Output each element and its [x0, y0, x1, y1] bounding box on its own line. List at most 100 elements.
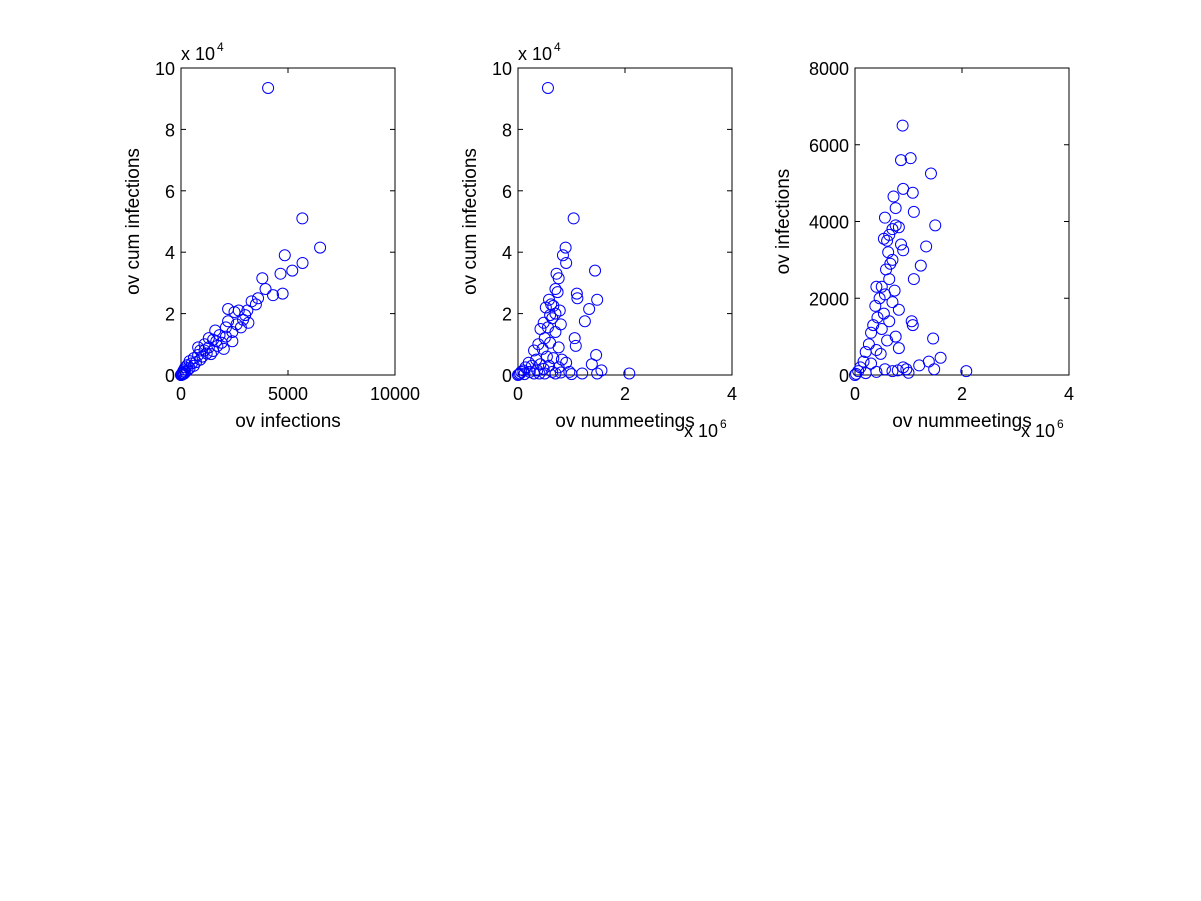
subplot-3-point	[883, 315, 896, 328]
subplot-3-ytick-label: 4000	[809, 213, 849, 233]
subplot-1-point	[274, 267, 287, 280]
subplot-2-ytick-label: 8	[502, 120, 512, 140]
subplot-2-point	[537, 362, 550, 375]
subplot-1-y-multiplier-exponent: 4	[217, 40, 224, 54]
subplot-1-point	[259, 283, 272, 296]
subplot-3-point	[849, 369, 861, 381]
subplot-3-point	[896, 119, 909, 132]
subplot-1-point	[276, 287, 289, 300]
subplot-2-point	[533, 367, 546, 380]
subplot-2-point	[528, 344, 541, 357]
subplot-3-point	[881, 234, 894, 247]
subplot-2-point	[569, 339, 582, 352]
subplot-2-point	[559, 241, 572, 254]
subplot-3-ytick-label: 2000	[809, 289, 849, 309]
subplot-2-point	[514, 367, 527, 380]
subplot-2-point	[541, 81, 554, 94]
subplot-1-point	[286, 264, 299, 277]
subplot-3-point	[907, 205, 920, 218]
subplot-3-point	[924, 167, 937, 180]
subplot-2-point	[512, 369, 524, 381]
subplot-2-point	[578, 315, 591, 328]
subplot-1-y-multiplier-base: x 10	[181, 44, 215, 64]
subplot-2-point	[583, 302, 596, 315]
subplot-2-point	[552, 272, 565, 285]
subplot-3-point	[881, 334, 894, 347]
subplot-2-point	[556, 249, 569, 262]
subplot-1-point	[175, 369, 187, 381]
subplot-3: 0 2 4 0 2000 4000 6000 8000 ov nummeetings ov i…	[773, 59, 1074, 441]
subplot-2-ytick-label: 6	[502, 182, 512, 202]
subplot-1-point	[189, 356, 202, 369]
subplot-2-ytick-label: 10	[492, 59, 512, 79]
subplot-3-point	[873, 292, 886, 305]
subplot-3-point	[886, 365, 899, 378]
subplot-1-point	[192, 341, 205, 354]
subplot-2-point	[567, 212, 580, 225]
subplot-3-point	[850, 367, 863, 380]
subplot-3-xtick-label: 4	[1064, 384, 1074, 404]
subplot-1-ytick-label: 2	[165, 305, 175, 325]
subplot-3-point	[902, 366, 915, 379]
subplot-1-ytick-label: 8	[165, 120, 175, 140]
subplot-1: 0 5000 10000 0 2 4 6 8 10 ov infections ov cum i…	[123, 40, 420, 432]
subplot-3-ytick-label: 6000	[809, 136, 849, 156]
subplot-1-point	[219, 321, 232, 334]
subplot-1-ytick-label: 6	[165, 182, 175, 202]
subplot-3-point	[934, 351, 947, 364]
subplot-2-y-multiplier: x 10 4	[518, 40, 561, 64]
subplot-2-point	[549, 326, 562, 339]
subplot-1-ylabel: ov cum infections	[123, 148, 144, 295]
subplot-2-point	[547, 352, 560, 365]
subplot-1-xtick-label: 10000	[370, 384, 420, 404]
subplot-3-xtick-label: 2	[957, 384, 967, 404]
subplot-2-point	[591, 293, 604, 306]
subplot-1-point	[256, 272, 269, 285]
subplot-2-ytick-label: 0	[502, 366, 512, 386]
subplot-1-point	[222, 302, 235, 315]
subplot-3-point	[960, 365, 973, 378]
subplot-2-point	[549, 283, 562, 296]
subplot-1-point	[267, 289, 280, 302]
subplot-2-point	[565, 368, 578, 381]
subplot-3-point	[895, 238, 908, 251]
subplot-2-point	[518, 368, 531, 381]
subplot-1-point	[200, 347, 213, 360]
subplot-3-point	[904, 152, 917, 165]
subplot-1-point	[198, 344, 211, 357]
subplot-2-point	[552, 341, 565, 354]
subplot-1-point	[252, 292, 265, 305]
subplot-2-point	[513, 368, 526, 381]
subplot-3-x-multiplier-exponent: 6	[1057, 417, 1064, 431]
subplot-3-point	[886, 223, 899, 236]
subplot-1-point	[230, 318, 243, 331]
subplot-2-xtick-label: 0	[513, 384, 523, 404]
subplot-2-point	[555, 353, 568, 366]
subplot-3-point	[889, 330, 902, 343]
subplot-2-point	[591, 367, 604, 380]
subplot-2-x-multiplier: x 10 6	[684, 417, 727, 441]
subplot-2-point	[589, 264, 602, 277]
subplot-1-point	[219, 330, 232, 343]
subplot-2-y-multiplier-base: x 10	[518, 44, 552, 64]
subplot-3-x-multiplier-base: x 10	[1021, 421, 1055, 441]
subplot-3-point	[878, 211, 891, 224]
subplot-2-xtick-label: 2	[620, 384, 630, 404]
subplot-2-ytick-label: 2	[502, 305, 512, 325]
subplot-1-point	[296, 256, 309, 269]
subplot-2-point	[536, 342, 549, 355]
subplot-1-point	[249, 298, 262, 311]
subplot-1-points	[175, 81, 327, 381]
subplot-2-point	[532, 338, 545, 351]
subplot-3-point	[913, 359, 926, 372]
subplot-2-point	[540, 350, 553, 363]
subplot-3-point	[877, 232, 890, 245]
subplot-1-point	[222, 315, 235, 328]
subplot-3-point	[914, 259, 927, 272]
subplot-2-point	[547, 299, 560, 312]
subplot-3-point	[889, 202, 902, 215]
subplot-3-point	[867, 319, 880, 332]
subplot-2-xlabel: ov nummeetings	[555, 411, 694, 432]
subplot-1-point	[204, 348, 217, 361]
subplot-1-point	[241, 304, 254, 317]
